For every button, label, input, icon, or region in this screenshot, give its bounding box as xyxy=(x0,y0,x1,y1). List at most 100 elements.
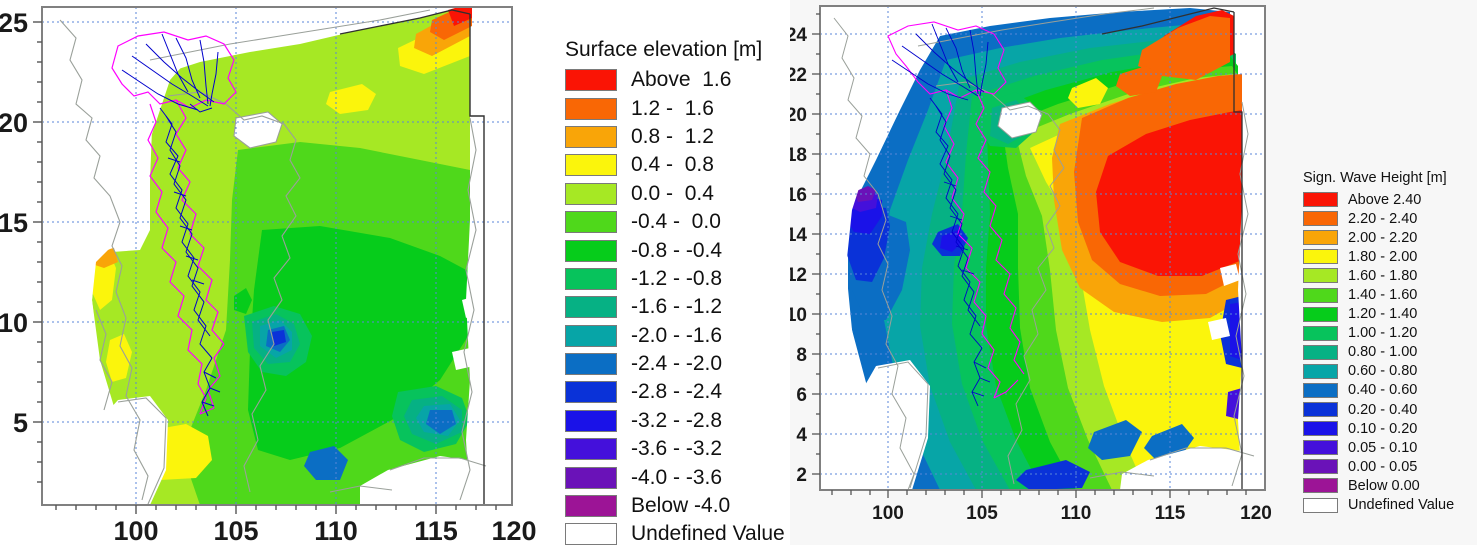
legend-entry-list: Above 2.40 2.20 - 2.40 2.00 - 2.20 1.80 - 2… xyxy=(1303,190,1454,515)
legend-swatch xyxy=(565,466,617,489)
band--2.8--2.4 xyxy=(272,330,286,346)
legend-swatch xyxy=(1303,382,1338,398)
legend-entry: 1.40 - 1.60 xyxy=(1303,285,1454,304)
legend-label: -1.2 - -0.8 xyxy=(631,266,723,290)
legend-entry: 0.20 - 0.40 xyxy=(1303,400,1454,419)
legend-label: 1.2 - 1.6 xyxy=(631,96,714,120)
legend-swatch xyxy=(565,495,617,518)
legend-swatch xyxy=(1303,402,1338,418)
legend-swatch xyxy=(565,438,617,461)
y-tick-label: 5 xyxy=(13,408,28,438)
y-tick-labels: 24 22 20 18 16 14 12 10 8 6 4 2 xyxy=(790,25,807,486)
legend-entry: -3.6 - -3.2 xyxy=(565,435,785,463)
band-luzon-0.05-0.10 xyxy=(1226,388,1242,420)
legend-swatch xyxy=(1303,344,1338,360)
legend-label: -0.8 - -0.4 xyxy=(631,238,723,262)
legend-label: -2.8 - -2.4 xyxy=(631,380,723,404)
y-tick-labels: 25 20 15 10 5 xyxy=(0,8,28,438)
x-tick-label: 105 xyxy=(966,503,998,524)
legend-swatch xyxy=(565,523,617,546)
legend-entry: -2.8 - -2.4 xyxy=(565,378,785,406)
x-tick-label: 120 xyxy=(1240,503,1272,524)
band-above-1.6-ne xyxy=(448,7,472,26)
coastline xyxy=(833,7,1255,490)
legend-label: 0.60 - 0.80 xyxy=(1348,363,1418,380)
x-tick-label: 120 xyxy=(491,516,536,545)
legend-entry: 0.60 - 0.80 xyxy=(1303,362,1454,381)
legend-label: 0.05 - 0.10 xyxy=(1348,439,1418,456)
grid-lines xyxy=(820,6,1265,490)
legend-label: Above 2.40 xyxy=(1348,191,1422,208)
legend-entry: 1.00 - 1.20 xyxy=(1303,324,1454,343)
legend-surface-elevation: Surface elevation [m] Above 1.6 1.2 - 1.6… xyxy=(565,38,785,549)
band-2.20-2.40-ne xyxy=(1138,16,1230,80)
y-tick-label: 14 xyxy=(790,225,807,246)
band-0.4-0.8-got-west xyxy=(92,254,116,310)
legend-label: -3.2 - -2.8 xyxy=(631,408,723,432)
legend-entry: 0.10 - 0.20 xyxy=(1303,419,1454,438)
x-tick-label: 115 xyxy=(1155,503,1186,524)
band-1.80-2.00-notch xyxy=(1068,78,1108,108)
river-network xyxy=(891,23,991,407)
legend-swatch xyxy=(1303,363,1338,379)
legend-entry: -1.2 - -0.8 xyxy=(565,265,785,293)
map-svg-wave-height: 100 105 110 115 120 24 22 20 18 16 14 12… xyxy=(790,5,1272,524)
legend-swatch xyxy=(565,409,617,432)
legend-entry: -0.8 - -0.4 xyxy=(565,236,785,264)
land-masks xyxy=(820,6,1260,490)
legend-swatch xyxy=(565,353,617,376)
legend-entry: 0.0 - 0.4 xyxy=(565,180,785,208)
legend-label: 2.00 - 2.20 xyxy=(1348,229,1418,246)
legend-label: 0.8 - 1.2 xyxy=(631,124,714,148)
band-south-0.40-0.60 xyxy=(1088,420,1142,460)
legend-label: 1.80 - 2.00 xyxy=(1348,248,1418,265)
legend-swatch xyxy=(565,69,617,92)
legend-swatch xyxy=(1303,192,1338,208)
y-tick-label: 25 xyxy=(0,8,28,38)
legend-label: Above 1.6 xyxy=(631,68,732,92)
y-tick-label: 4 xyxy=(796,425,807,446)
river-network xyxy=(121,33,221,417)
legend-entry: 2.20 - 2.40 xyxy=(1303,209,1454,228)
legend-label: 0.20 - 0.40 xyxy=(1348,401,1418,418)
legend-entry: Below 0.00 xyxy=(1303,476,1454,495)
panel-significant-wave-height: 100 105 110 115 120 24 22 20 18 16 14 12… xyxy=(790,0,1477,545)
legend-label: -0.4 - 0.0 xyxy=(631,210,721,234)
legend-entry: 1.20 - 1.40 xyxy=(1303,305,1454,324)
model-domain-edge xyxy=(150,9,485,505)
legend-swatch xyxy=(565,381,617,404)
legend-label: 0.10 - 0.20 xyxy=(1348,420,1418,437)
legend-label: 0.80 - 1.00 xyxy=(1348,344,1418,361)
legend-entry: -4.0 - -3.6 xyxy=(565,463,785,491)
axis-ticks xyxy=(812,13,1247,498)
x-tick-label: 110 xyxy=(314,516,358,545)
legend-label: 1.60 - 1.80 xyxy=(1348,267,1418,284)
legend-entry: 0.00 - 0.05 xyxy=(1303,457,1454,476)
legend-swatch xyxy=(1303,421,1338,437)
legend-label: -2.0 - -1.6 xyxy=(631,323,723,347)
band-shelf-se xyxy=(234,288,252,314)
legend-swatch xyxy=(1303,478,1338,494)
legend-swatch xyxy=(1303,287,1338,303)
x-tick-labels: 100 105 110 115 120 xyxy=(872,503,1272,524)
y-tick-label: 20 xyxy=(790,105,807,126)
grid-lines xyxy=(42,7,512,505)
legend-entry: 1.60 - 1.80 xyxy=(1303,266,1454,285)
legend-label: 0.40 - 0.60 xyxy=(1348,382,1418,399)
legend-swatch xyxy=(565,211,617,234)
x-tick-labels: 100 105 110 115 120 xyxy=(113,516,536,545)
legend-label: -3.6 - -3.2 xyxy=(631,437,723,461)
legend-title: Surface elevation [m] xyxy=(565,38,763,61)
legend-swatch xyxy=(565,324,617,347)
map-significant-wave-height: 100 105 110 115 120 24 22 20 18 16 14 12… xyxy=(790,0,1295,545)
y-tick-label: 6 xyxy=(796,385,807,406)
legend-entry: 0.8 - 1.2 xyxy=(565,123,785,151)
panel-surface-elevation: 100 105 110 115 120 25 20 15 10 5 Surfac… xyxy=(0,6,785,546)
legend-entry: -1.6 - -1.2 xyxy=(565,293,785,321)
y-tick-label: 8 xyxy=(796,345,807,366)
y-tick-label: 20 xyxy=(0,108,28,138)
legend-entry: 0.80 - 1.00 xyxy=(1303,343,1454,362)
legend-label: 1.20 - 1.40 xyxy=(1348,306,1418,323)
x-tick-label: 100 xyxy=(113,516,158,545)
legend-entry: -0.4 - 0.0 xyxy=(565,208,785,236)
